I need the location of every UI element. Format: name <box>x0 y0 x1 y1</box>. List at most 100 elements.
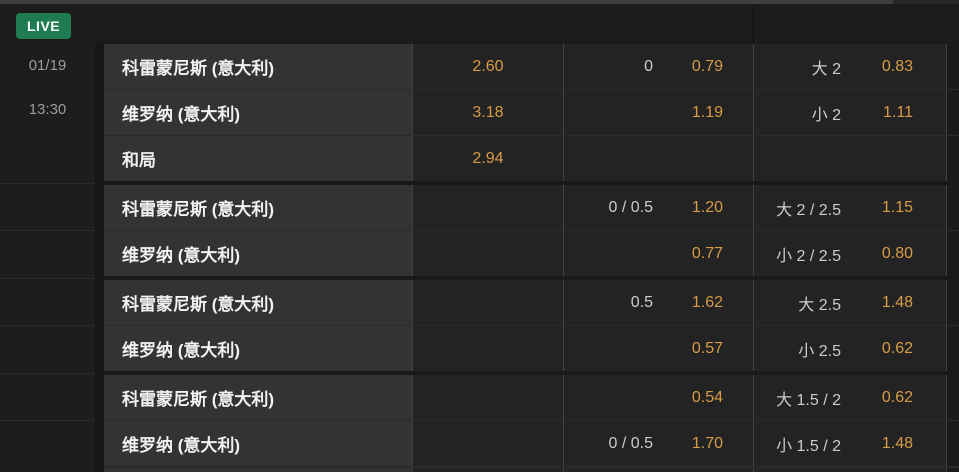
column-divider <box>412 136 413 181</box>
column-divider <box>563 468 564 472</box>
match-date: 01/19 <box>28 57 67 74</box>
handicap-cell[interactable]: 0.57 <box>564 326 753 371</box>
handicap-odds-value: 1.20 <box>691 198 723 216</box>
team-cell[interactable]: 和局 <box>104 136 412 181</box>
ou-line-label: 小 2 / 2.5 <box>776 247 841 265</box>
handicap-line-label: 0.5 <box>630 293 653 311</box>
column-divider <box>753 44 754 89</box>
right-strip <box>947 280 959 325</box>
bet-row: 科雷蒙尼斯 (意大利) 0.5 1.62 大 2.5 1.48 <box>104 280 959 325</box>
over-under-cell[interactable]: 小 2 1.11 <box>754 90 946 135</box>
handicap-cell[interactable]: 0 / 0.5 1.20 <box>564 185 753 230</box>
column-divider <box>946 280 947 325</box>
right-strip <box>947 90 959 135</box>
team-cell[interactable]: 科雷蒙尼斯 (意大利) <box>104 185 412 230</box>
column-divider <box>412 326 413 371</box>
handicap-cell[interactable]: 0.5 1.62 <box>564 280 753 325</box>
column-divider <box>946 375 947 420</box>
bet-row: 科雷蒙尼斯 (意大利) 0 / 0.5 1.20 大 2 / 2.5 1.15 <box>104 185 959 230</box>
handicap-odds-value: 0.77 <box>691 244 723 262</box>
odds-1x2-cell[interactable] <box>413 421 563 466</box>
odds-1x2-cell[interactable]: 2.94 <box>413 136 563 181</box>
column-divider <box>946 90 947 135</box>
column-divider <box>412 90 413 135</box>
over-under-cell[interactable] <box>754 136 946 181</box>
market-group: 科雷蒙尼斯 (意大利) 0.54 大 1.5 / 2 0.62 维罗纳 (意大利… <box>104 375 959 472</box>
column-divider <box>412 185 413 230</box>
odds-1x2-cell[interactable] <box>413 185 563 230</box>
over-under-cell[interactable]: 小 2 / 2.5 0.80 <box>754 231 946 276</box>
live-badge[interactable]: LIVE <box>16 13 72 39</box>
ou-line-label: 大 2 <box>811 60 841 78</box>
gutter-divider <box>0 373 95 374</box>
right-strip <box>947 44 959 89</box>
ou-line-label: 大 1.5 / 2 <box>776 391 841 409</box>
team-cell[interactable] <box>104 468 412 472</box>
right-strip <box>947 231 959 276</box>
bet-row: 维罗纳 (意大利) 0 / 0.5 1.70 小 1.5 / 2 1.48 <box>104 421 959 466</box>
handicap-cell[interactable] <box>564 136 753 181</box>
handicap-cell[interactable]: 1.19 <box>564 90 753 135</box>
handicap-cell[interactable]: 0.54 <box>564 375 753 420</box>
odds-1x2-cell[interactable]: 2.60 <box>413 44 563 89</box>
handicap-cell[interactable] <box>564 468 753 472</box>
handicap-odds-value: 0.79 <box>691 57 723 75</box>
odds-1x2-cell[interactable] <box>413 280 563 325</box>
odds-1x2-cell[interactable]: 3.18 <box>413 90 563 135</box>
column-divider <box>563 185 564 230</box>
column-divider <box>946 468 947 472</box>
odds-1x2-cell[interactable] <box>413 231 563 276</box>
ou-odds-value: 1.48 <box>881 434 913 452</box>
odds-1x2-value: 3.18 <box>472 103 504 121</box>
top-strip-right <box>893 0 959 4</box>
bet-row: 维罗纳 (意大利) 3.18 1.19 小 2 1.11 <box>104 90 959 135</box>
team-cell[interactable]: 维罗纳 (意大利) <box>104 421 412 466</box>
team-cell[interactable]: 科雷蒙尼斯 (意大利) <box>104 375 412 420</box>
ou-odds-value: 1.15 <box>881 198 913 216</box>
over-under-cell[interactable]: 小 1.5 / 2 1.48 <box>754 421 946 466</box>
column-divider <box>412 468 413 472</box>
column-divider <box>563 326 564 371</box>
over-under-cell[interactable]: 大 2 0.83 <box>754 44 946 89</box>
team-cell[interactable]: 科雷蒙尼斯 (意大利) <box>104 44 412 89</box>
column-divider <box>753 468 754 472</box>
over-under-cell[interactable]: 大 2 / 2.5 1.15 <box>754 185 946 230</box>
odds-1x2-cell[interactable] <box>413 375 563 420</box>
odds-1x2-cell[interactable] <box>413 326 563 371</box>
handicap-cell[interactable]: 0 / 0.5 1.70 <box>564 421 753 466</box>
handicap-line-label: 0 / 0.5 <box>608 434 653 452</box>
column-divider <box>412 421 413 466</box>
handicap-cell[interactable]: 0 0.79 <box>564 44 753 89</box>
odds-1x2-cell[interactable] <box>413 468 563 472</box>
market-group: 科雷蒙尼斯 (意大利) 0 / 0.5 1.20 大 2 / 2.5 1.15 … <box>104 185 959 276</box>
over-under-cell[interactable]: 小 2.5 0.62 <box>754 326 946 371</box>
top-strip <box>0 0 893 4</box>
market-group: 科雷蒙尼斯 (意大利) 2.60 0 0.79 大 2 0.83 维罗纳 (意大… <box>104 44 959 181</box>
team-name: 和局 <box>122 151 156 170</box>
column-divider <box>412 280 413 325</box>
column-divider <box>946 231 947 276</box>
right-strip <box>947 421 959 466</box>
ou-line-label: 大 2.5 <box>798 296 841 314</box>
gutter-divider <box>0 420 95 421</box>
bet-row: 和局 2.94 <box>104 136 959 181</box>
column-divider <box>753 185 754 230</box>
column-divider <box>946 421 947 466</box>
team-cell[interactable]: 维罗纳 (意大利) <box>104 326 412 371</box>
over-under-cell[interactable] <box>754 468 946 472</box>
ou-line-label: 小 2 <box>811 106 841 124</box>
team-cell[interactable]: 维罗纳 (意大利) <box>104 90 412 135</box>
handicap-cell[interactable]: 0.77 <box>564 231 753 276</box>
handicap-odds-value: 1.19 <box>691 103 723 121</box>
column-divider <box>753 375 754 420</box>
team-cell[interactable]: 维罗纳 (意大利) <box>104 231 412 276</box>
team-cell[interactable]: 科雷蒙尼斯 (意大利) <box>104 280 412 325</box>
column-divider <box>753 136 754 181</box>
gutter-divider <box>0 278 95 279</box>
column-divider <box>412 375 413 420</box>
column-divider <box>946 185 947 230</box>
over-under-cell[interactable]: 大 1.5 / 2 0.62 <box>754 375 946 420</box>
over-under-cell[interactable]: 大 2.5 1.48 <box>754 280 946 325</box>
team-name: 维罗纳 (意大利) <box>122 436 241 455</box>
column-divider <box>753 90 754 135</box>
